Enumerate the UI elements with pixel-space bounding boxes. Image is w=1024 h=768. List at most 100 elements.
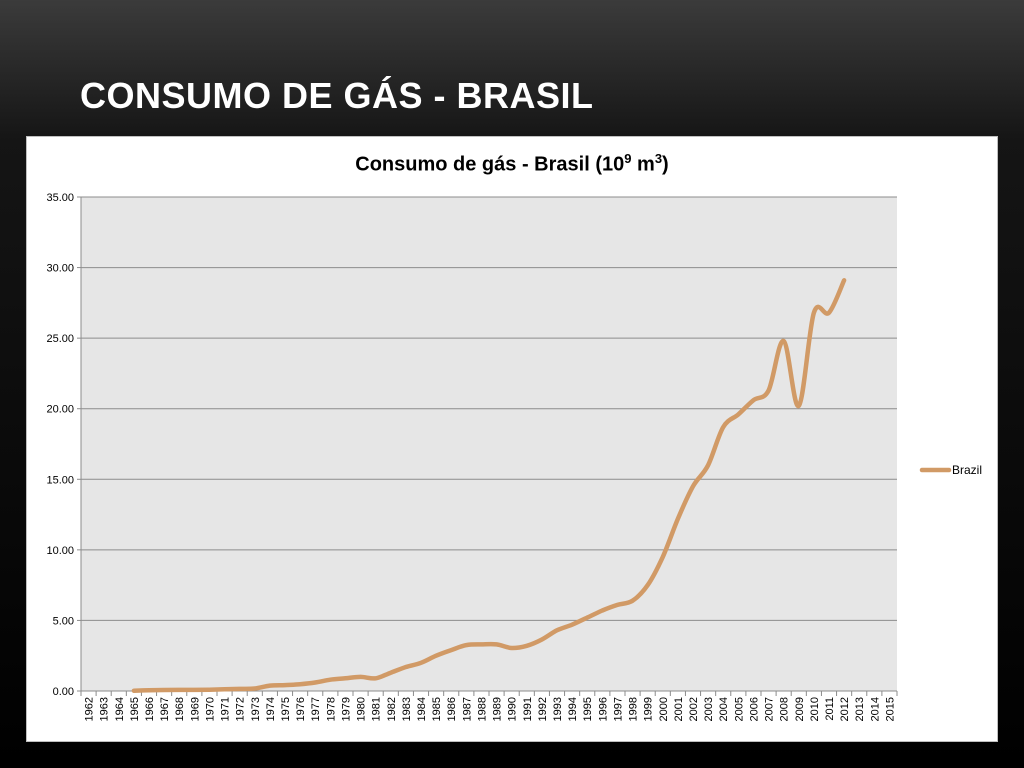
data-point [177, 688, 181, 692]
data-point [343, 676, 347, 680]
data-point [298, 682, 302, 686]
plot-area [81, 197, 897, 691]
x-tick-label: 1964 [114, 697, 126, 721]
chart-title-exponent-1: 9 [624, 151, 632, 166]
x-tick-label: 1970 [204, 697, 216, 721]
x-tick-label: 1968 [174, 697, 186, 721]
x-tick-label: 2005 [733, 697, 745, 721]
x-tick-label: 1989 [492, 697, 504, 721]
y-tick-label: 20.00 [46, 404, 74, 416]
data-point [192, 688, 196, 692]
chart-title-middle: m [631, 153, 655, 176]
data-point [570, 622, 574, 626]
data-point [827, 311, 831, 315]
y-tick-label: 0.00 [53, 686, 74, 698]
data-point [842, 278, 846, 282]
data-point [419, 661, 423, 665]
data-point [721, 425, 725, 429]
data-point [479, 642, 483, 646]
data-point [766, 388, 770, 392]
x-tick-label: 2014 [869, 697, 881, 721]
data-point [645, 583, 649, 587]
legend-label: Brazil [952, 463, 982, 477]
data-point [615, 603, 619, 607]
data-point [797, 404, 801, 408]
x-tick-label: 2003 [703, 697, 715, 721]
x-tick-label: 1979 [340, 697, 352, 721]
y-tick-label: 10.00 [46, 545, 74, 557]
x-tick-label: 1976 [295, 697, 307, 721]
x-tick-label: 1972 [235, 697, 247, 721]
x-tick-label: 1978 [325, 697, 337, 721]
x-tick-label: 1988 [476, 697, 488, 721]
data-point [449, 648, 453, 652]
x-tick-label: 1984 [416, 697, 428, 721]
data-point [555, 628, 559, 632]
data-point [464, 643, 468, 647]
x-tick-label: 2010 [809, 697, 821, 721]
chart-title: Consumo de gás - Brasil (109 m3) [27, 151, 997, 177]
x-tick-label: 2006 [748, 697, 760, 721]
x-tick-label: 1985 [431, 697, 443, 721]
x-tick-label: 2007 [764, 697, 776, 721]
data-point [736, 412, 740, 416]
data-point [358, 675, 362, 679]
line-chart: 0.00 5.00 10.00 15.00 20.00 25.00 30.00 35.00 19… [46, 192, 982, 721]
data-point [313, 680, 317, 684]
data-point [540, 637, 544, 641]
data-point [706, 463, 710, 467]
x-tick-label: 2012 [839, 697, 851, 721]
x-tick-label: 1993 [552, 697, 564, 721]
data-point [630, 598, 634, 602]
x-tick-label: 2008 [779, 697, 791, 721]
y-tick-label: 25.00 [46, 333, 74, 345]
x-tick-label: 1992 [537, 697, 549, 721]
data-point [525, 644, 529, 648]
data-point [494, 642, 498, 646]
series-line-brazil [131, 278, 847, 693]
x-tick-label: 2011 [824, 697, 836, 721]
y-tick-label: 35.00 [46, 192, 74, 204]
x-tick-label: 1962 [84, 697, 96, 721]
data-point [691, 484, 695, 488]
x-tick-label: 2000 [658, 697, 670, 721]
data-point [812, 311, 816, 315]
x-tick-label: 1982 [386, 697, 398, 721]
x-tick-label: 2013 [854, 697, 866, 721]
x-tick-label: 1999 [643, 697, 655, 721]
x-tick-label: 1998 [628, 697, 640, 721]
x-tick-label: 1987 [461, 697, 473, 721]
chart-title-exponent-2: 3 [654, 151, 663, 166]
slide-title: CONSUMO DE GÁS - BRASIL [80, 75, 594, 116]
x-tick-label: 1996 [597, 697, 609, 721]
data-point [661, 555, 665, 559]
y-tick-label: 5.00 [53, 615, 74, 627]
x-tick-label: 1969 [189, 697, 201, 721]
data-point [389, 670, 393, 674]
x-tick-label: 1990 [507, 697, 519, 721]
x-tick-label: 1966 [144, 697, 156, 721]
x-tick-label: 1963 [99, 697, 111, 721]
data-point [132, 689, 136, 693]
x-tick-label: 1994 [567, 697, 579, 721]
x-tick-label: 1973 [250, 697, 262, 721]
x-tick-label: 1995 [582, 697, 594, 721]
x-tick-label: 2004 [718, 697, 730, 721]
x-tick-label: 1974 [265, 697, 277, 721]
data-point [373, 676, 377, 680]
chart-container: Consumo de gás - Brasil (109 m3) 0.00 5.0… [26, 136, 998, 742]
x-tick-label: 1980 [356, 697, 368, 721]
x-tick-label: 1965 [129, 697, 141, 721]
data-point [585, 615, 589, 619]
x-tick-label: 1967 [159, 697, 171, 721]
data-point [751, 398, 755, 402]
data-point [268, 683, 272, 687]
data-point [328, 678, 332, 682]
data-point [434, 654, 438, 658]
y-tick-label: 15.00 [46, 474, 74, 486]
data-point [237, 687, 241, 691]
data-point [600, 608, 604, 612]
x-tick-label: 1991 [522, 697, 534, 721]
data-point [222, 687, 226, 691]
chart-title-suffix: ) [662, 153, 669, 176]
